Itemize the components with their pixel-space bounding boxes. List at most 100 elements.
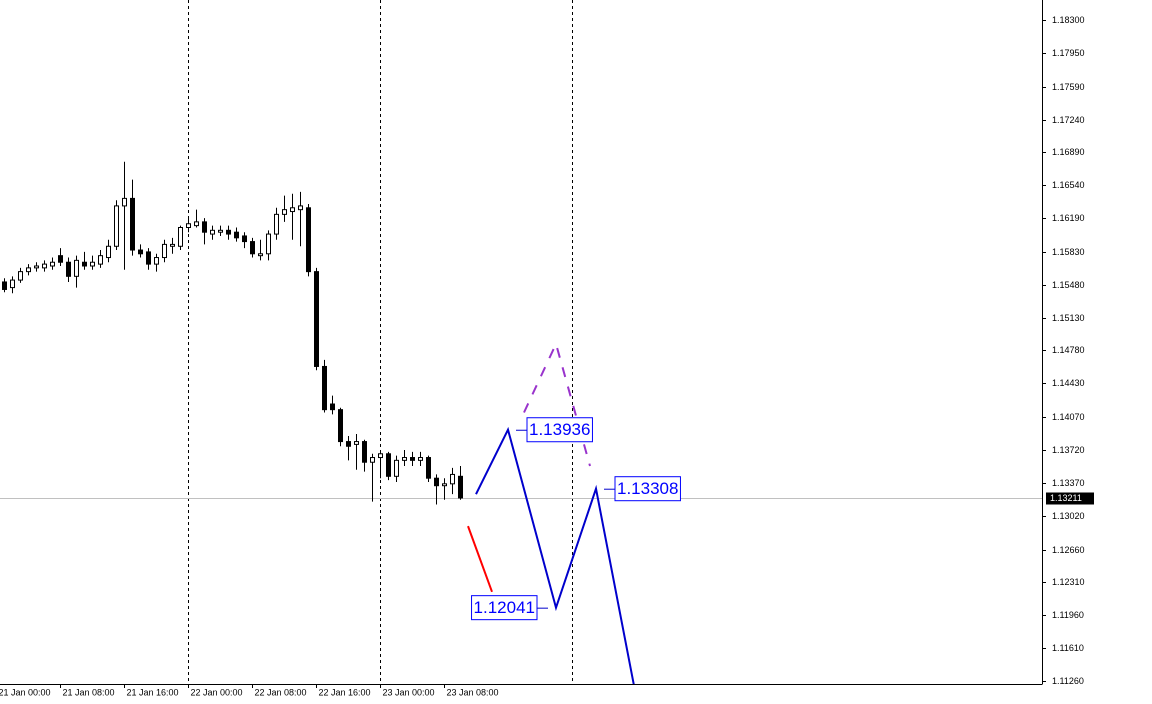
y-tick-label: 1.15480 [1052, 280, 1085, 290]
x-tick-label: 21 Jan 00:00 [0, 687, 51, 697]
candle-body [130, 197, 135, 251]
current-price-label: 1.13211 [1050, 493, 1082, 503]
candle-body [386, 453, 391, 477]
price-label: 1.13308 [617, 479, 678, 498]
candle-body [58, 255, 63, 263]
price-label: 1.12041 [474, 598, 535, 617]
candle-body [306, 207, 311, 273]
candle-body [394, 459, 399, 477]
candle-body [122, 197, 127, 207]
candle-body [74, 259, 79, 277]
plot-area [0, 0, 1042, 684]
candle-body [146, 251, 151, 265]
y-tick-label: 1.14430 [1052, 378, 1085, 388]
candle-body [2, 281, 7, 290]
candle-body [274, 213, 279, 235]
candle-body [170, 243, 175, 247]
candle-body [194, 221, 199, 227]
candle-body [186, 223, 191, 228]
y-tick-label: 1.12660 [1052, 545, 1085, 555]
y-tick-label: 1.17590 [1052, 82, 1085, 92]
x-tick-label: 22 Jan 08:00 [255, 687, 307, 697]
candle-body [50, 261, 55, 267]
price-label-box [471, 595, 538, 621]
candle-body [266, 233, 271, 255]
y-tick-label: 1.13020 [1052, 511, 1085, 521]
price-label: 1.13936 [529, 420, 590, 439]
candle-body [458, 475, 463, 499]
candle-body [138, 249, 143, 255]
candle-body [154, 257, 159, 265]
candle-body [370, 457, 375, 463]
y-tick-label: 1.14070 [1052, 412, 1085, 422]
candle-body [290, 207, 295, 213]
candle-body [98, 255, 103, 265]
candle-body [338, 409, 343, 443]
y-tick-label: 1.18300 [1052, 15, 1085, 25]
price-label-box [614, 476, 681, 502]
candle-body [330, 403, 335, 411]
y-tick-label: 1.13720 [1052, 445, 1085, 455]
candle-body [162, 243, 167, 259]
candle-body [298, 205, 303, 211]
candle-body [114, 205, 119, 247]
candle-body [178, 226, 183, 247]
candle-body [410, 457, 415, 461]
candle-body [322, 365, 327, 411]
candle-body [426, 457, 431, 479]
candle-body [450, 473, 455, 485]
candle-body [378, 453, 383, 459]
candle-body [66, 261, 71, 277]
x-tick-label: 21 Jan 16:00 [127, 687, 179, 697]
y-tick-label: 1.16540 [1052, 180, 1085, 190]
candle-body [106, 245, 111, 259]
y-tick-label: 1.16890 [1052, 147, 1085, 157]
candle-body [402, 457, 407, 461]
candle-body [250, 241, 255, 255]
candle-body [82, 261, 87, 267]
x-tick-label: 22 Jan 16:00 [319, 687, 371, 697]
candle-body [362, 441, 367, 463]
x-tick-label: 23 Jan 08:00 [447, 687, 499, 697]
y-tick-label: 1.15830 [1052, 247, 1085, 257]
price-labels: 1.13936 1.12041 1.13308 [471, 417, 681, 621]
candle-body [434, 477, 439, 487]
y-tick-label: 1.11610 [1052, 643, 1084, 653]
y-tick-label: 1.17950 [1052, 48, 1085, 58]
candle-body [442, 483, 447, 487]
axes: 1.18300 1.17950 1.17590 1.17240 1.16890 1.165… [0, 15, 1094, 697]
y-tick-label: 1.15130 [1052, 313, 1085, 323]
candle-body [226, 229, 231, 235]
x-tick-label: 22 Jan 00:00 [191, 687, 243, 697]
candle-body [314, 271, 319, 367]
candle-body [34, 265, 39, 269]
x-tick-label: 23 Jan 00:00 [383, 687, 435, 697]
y-tick-label: 1.14780 [1052, 345, 1085, 355]
y-tick-label: 1.12310 [1052, 577, 1085, 587]
candle-body [242, 235, 247, 243]
price-label-box [526, 417, 593, 443]
candle-body [10, 279, 15, 289]
y-tick-label: 1.13370 [1052, 478, 1085, 488]
current-price-tag [1046, 492, 1094, 505]
candle-body [234, 231, 239, 239]
candle-body [18, 271, 23, 281]
forecast-line [475, 426, 635, 684]
candle-body [210, 229, 215, 235]
candle-body [26, 267, 31, 273]
candle-body [90, 261, 95, 267]
candle-body [282, 209, 287, 215]
candle-body [346, 441, 351, 447]
candle-body [354, 441, 359, 445]
candle-body [218, 229, 223, 233]
candle-body [42, 263, 47, 269]
forecast-line [467, 525, 493, 593]
y-tick-label: 1.11260 [1052, 676, 1084, 686]
x-tick-label: 21 Jan 08:00 [63, 687, 115, 697]
y-tick-label: 1.11960 [1052, 610, 1084, 620]
candle-body [258, 253, 263, 257]
y-tick-label: 1.16190 [1052, 213, 1085, 223]
candle-body [418, 457, 423, 461]
